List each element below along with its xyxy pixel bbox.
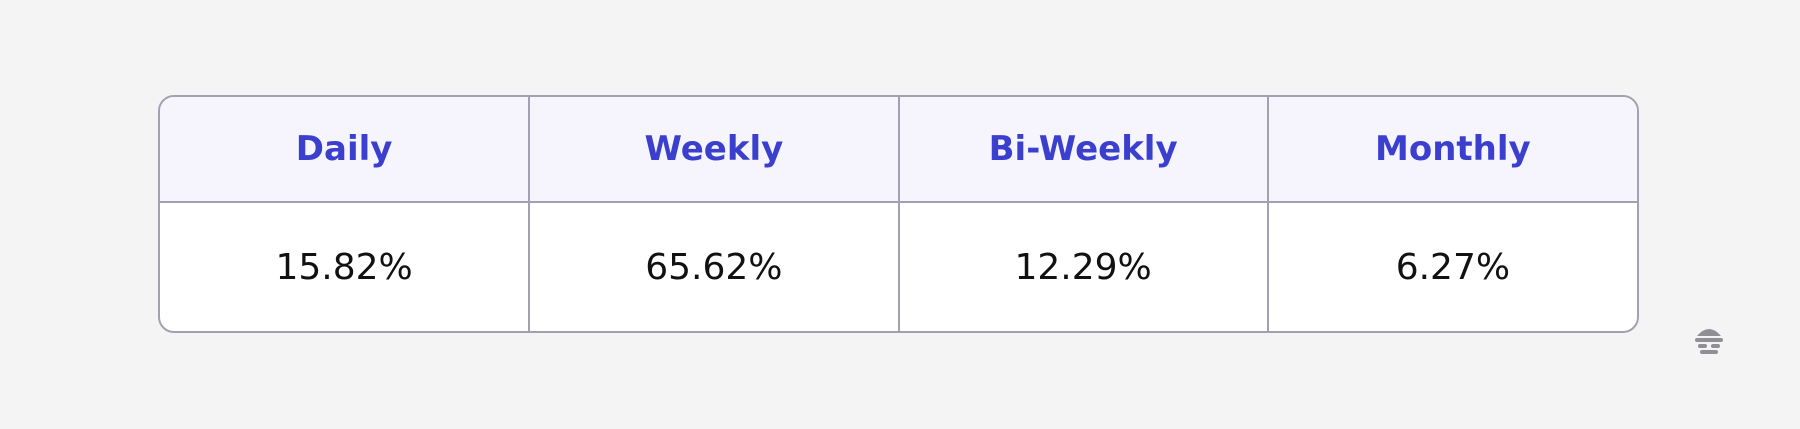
- header-cell: Daily: [160, 97, 530, 203]
- header-cell: Bi-Weekly: [897, 97, 1268, 203]
- table-row: 15.82% 65.62% 12.29% 6.27%: [160, 202, 1637, 331]
- table-body: 15.82% 65.62% 12.29% 6.27%: [160, 202, 1637, 331]
- logo: [1695, 329, 1723, 354]
- table-cell: 12.29%: [897, 202, 1268, 331]
- table-header: Daily Weekly Bi-Weekly Monthly: [160, 97, 1637, 203]
- table-cell: 15.82%: [275, 246, 413, 288]
- header-cell: Monthly: [1266, 97, 1637, 203]
- header-cell: Weekly: [528, 97, 899, 203]
- table-frame: Daily Weekly Bi-Weekly Monthly 15.82% 65.62%…: [158, 95, 1639, 333]
- header-row: Daily Weekly Bi-Weekly Monthly: [160, 97, 1637, 203]
- table-cell: 65.62%: [528, 202, 899, 331]
- table-cell: 6.27%: [1266, 202, 1637, 331]
- frequency-table: Daily Weekly Bi-Weekly Monthly 15.82% 65.62%…: [160, 97, 1637, 331]
